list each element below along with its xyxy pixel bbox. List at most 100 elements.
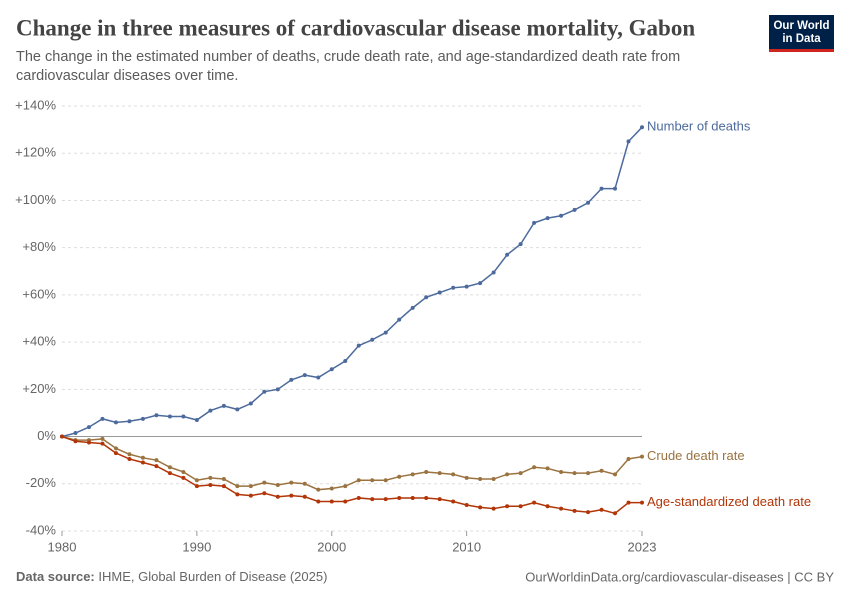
y-tick-label: -40% bbox=[26, 522, 57, 537]
data-point bbox=[545, 216, 550, 221]
data-point bbox=[86, 425, 91, 430]
data-point bbox=[626, 139, 631, 144]
x-tick-label: 1980 bbox=[48, 539, 77, 554]
data-point bbox=[113, 451, 118, 456]
data-point bbox=[316, 375, 321, 380]
data-point bbox=[397, 495, 402, 500]
data-point bbox=[140, 416, 145, 421]
data-point bbox=[302, 494, 307, 499]
source-url: OurWorldinData.org/cardiovascular-diseas… bbox=[525, 569, 834, 584]
data-point bbox=[100, 436, 105, 441]
data-point bbox=[478, 505, 483, 510]
data-point bbox=[613, 472, 618, 477]
data-point bbox=[559, 469, 564, 474]
data-point bbox=[383, 478, 388, 483]
data-point bbox=[613, 186, 618, 191]
data-point bbox=[518, 242, 523, 247]
data-point bbox=[491, 506, 496, 511]
data-point bbox=[289, 480, 294, 485]
data-point bbox=[545, 504, 550, 509]
data-point bbox=[302, 373, 307, 378]
data-point bbox=[572, 471, 577, 476]
data-point bbox=[505, 504, 510, 509]
data-point bbox=[464, 475, 469, 480]
chart-title: Change in three measures of cardiovascul… bbox=[16, 15, 695, 40]
series-line bbox=[61, 435, 642, 515]
data-point bbox=[302, 481, 307, 486]
data-point bbox=[451, 472, 456, 477]
data-point bbox=[491, 477, 496, 482]
data-point bbox=[329, 486, 334, 491]
data-point bbox=[181, 475, 186, 480]
data-point bbox=[113, 446, 118, 451]
data-point bbox=[491, 270, 496, 275]
y-tick-label: +20% bbox=[22, 381, 56, 396]
data-point bbox=[262, 480, 267, 485]
data-point bbox=[370, 337, 375, 342]
data-point bbox=[262, 389, 267, 394]
data-point bbox=[343, 499, 348, 504]
data-point bbox=[316, 487, 321, 492]
x-tick-label: 2010 bbox=[452, 539, 481, 554]
data-point bbox=[532, 465, 537, 470]
data-point bbox=[410, 305, 415, 310]
data-point bbox=[640, 500, 644, 505]
data-point bbox=[437, 471, 442, 476]
y-tick-label: +140% bbox=[15, 97, 56, 112]
data-point bbox=[464, 503, 469, 508]
data-point bbox=[73, 439, 78, 444]
data-point bbox=[397, 317, 402, 322]
data-point bbox=[343, 359, 348, 363]
data-point bbox=[640, 125, 644, 130]
data-point bbox=[275, 387, 280, 392]
data-point bbox=[289, 377, 294, 382]
data-point bbox=[194, 478, 199, 483]
data-point bbox=[73, 431, 78, 436]
y-tick-label: +120% bbox=[15, 145, 56, 160]
data-point bbox=[464, 284, 469, 289]
data-point bbox=[437, 290, 442, 295]
data-point bbox=[221, 484, 226, 489]
data-point bbox=[262, 491, 267, 496]
y-tick-label: +60% bbox=[22, 286, 56, 301]
data-point bbox=[640, 454, 644, 459]
series-label: Age-standardized death rate bbox=[647, 494, 811, 509]
data-point bbox=[599, 186, 604, 191]
data-point bbox=[356, 343, 361, 348]
y-tick-label: +40% bbox=[22, 334, 56, 349]
data-point bbox=[586, 471, 591, 476]
data-point bbox=[127, 456, 132, 461]
data-point bbox=[599, 468, 604, 473]
data-point bbox=[154, 464, 159, 469]
data-point bbox=[127, 419, 132, 424]
data-point bbox=[370, 497, 375, 502]
data-point bbox=[356, 495, 361, 500]
data-point bbox=[181, 469, 186, 474]
data-point bbox=[208, 475, 213, 480]
data-point bbox=[60, 434, 64, 439]
data-point bbox=[167, 414, 172, 419]
y-tick-label: 0% bbox=[37, 428, 56, 443]
data-point bbox=[86, 440, 91, 445]
data-point bbox=[329, 367, 334, 372]
data-point bbox=[289, 493, 294, 498]
data-point bbox=[140, 455, 145, 460]
chart-subtitle: The change in the estimated number of de… bbox=[16, 49, 681, 84]
data-point bbox=[410, 472, 415, 477]
data-point bbox=[275, 494, 280, 499]
source: IHME, Global Burden of Disease (2025) bbox=[98, 569, 327, 584]
data-point bbox=[626, 500, 631, 505]
data-point bbox=[451, 499, 456, 504]
source-label: Data source: IHME, Global Burden of Dise… bbox=[16, 569, 327, 584]
data-point bbox=[559, 213, 564, 218]
data-point bbox=[437, 497, 442, 502]
data-point bbox=[113, 420, 118, 425]
data-point bbox=[140, 460, 145, 465]
data-point bbox=[127, 452, 132, 457]
y-tick-label: +80% bbox=[22, 239, 56, 254]
data-point bbox=[167, 471, 172, 476]
data-point bbox=[329, 499, 334, 504]
data-point bbox=[154, 458, 159, 463]
series-line bbox=[61, 126, 643, 438]
data-point bbox=[208, 482, 213, 487]
